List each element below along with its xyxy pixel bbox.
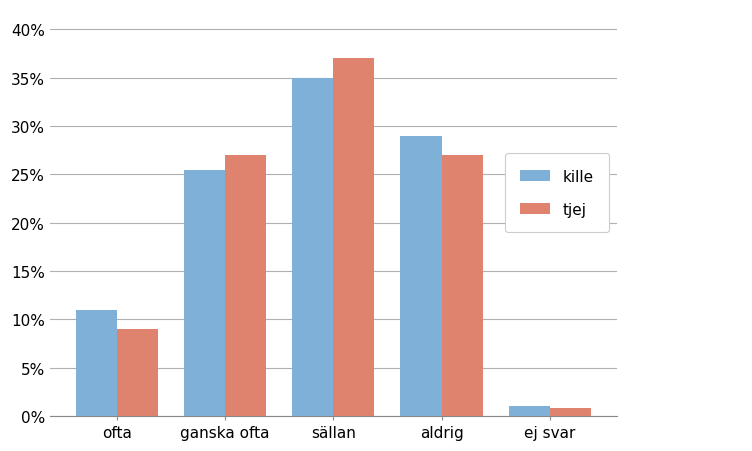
Bar [117, 329, 158, 416]
Bar [508, 406, 550, 416]
Bar [225, 156, 266, 416]
Bar [400, 136, 441, 416]
Bar [550, 408, 591, 416]
Bar [441, 156, 483, 416]
Bar [184, 170, 225, 416]
Legend: kille, tjej: kille, tjej [505, 154, 609, 233]
Bar [76, 310, 117, 416]
Bar [333, 59, 374, 416]
Bar [293, 78, 333, 416]
